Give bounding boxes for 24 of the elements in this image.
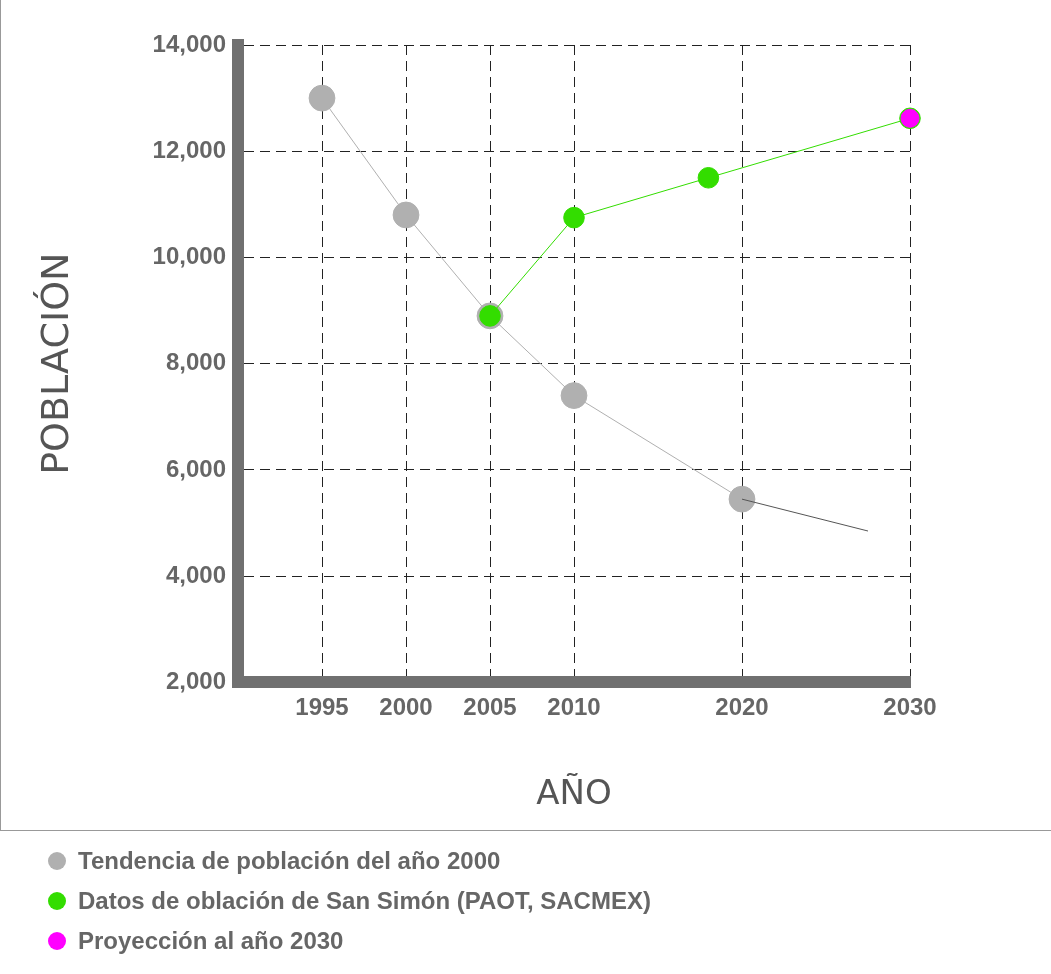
y-tick-label: 14,000 bbox=[152, 29, 227, 57]
x-tick-label: 1995 bbox=[295, 693, 349, 721]
y-tick-label: 12,000 bbox=[152, 135, 227, 163]
point bbox=[308, 84, 336, 112]
point bbox=[392, 201, 420, 229]
point bbox=[728, 485, 756, 513]
legend-label: Tendencia de población del año 2000 bbox=[78, 847, 501, 875]
y-tick-label: 6,000 bbox=[165, 454, 227, 482]
point bbox=[560, 382, 588, 409]
point bbox=[697, 166, 720, 189]
x-tick-label: 2020 bbox=[715, 693, 769, 721]
point bbox=[563, 206, 585, 229]
y-tick-label: 8,000 bbox=[165, 348, 227, 376]
x-tick-label: 2000 bbox=[379, 693, 433, 721]
x-tick-label: 2005 bbox=[463, 693, 517, 721]
legend-label: Proyección al año 2030 bbox=[78, 927, 344, 955]
legend-label: Datos de oblación de San Simón (PAOT, SACMEX) bbox=[78, 887, 651, 915]
x-axis-title: AÑO bbox=[536, 772, 612, 813]
x-tick-label: 2010 bbox=[547, 693, 601, 721]
y-tick-label: 2,000 bbox=[165, 667, 227, 695]
y-tick-label: 10,000 bbox=[152, 242, 227, 270]
y-tick-label: 4,000 bbox=[165, 560, 227, 588]
y-axis-title: POBLACIÓN bbox=[32, 252, 77, 475]
x-tick-label: 2030 bbox=[883, 693, 937, 721]
